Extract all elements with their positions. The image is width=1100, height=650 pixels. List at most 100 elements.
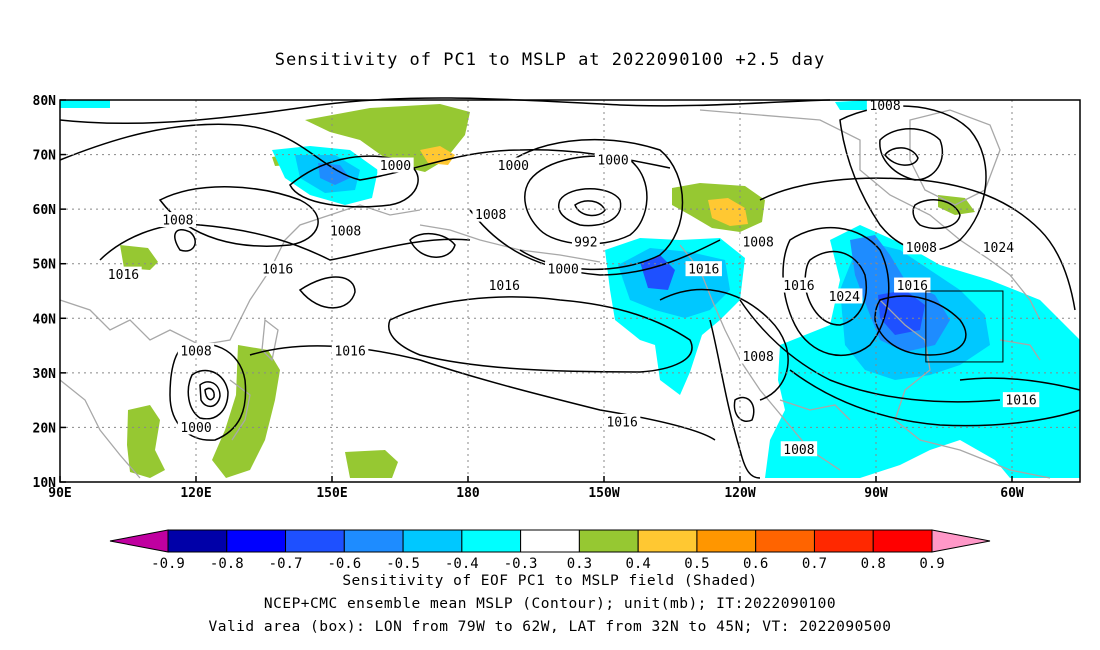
colorbar-swatch [813,529,874,553]
colorbar-swatch [520,529,580,553]
lon-label: 120W [724,486,755,501]
contour-label: 1000 [597,154,628,169]
contour-label-bg [177,419,215,435]
lat-label: 70N [33,149,57,164]
contour-label-bg [159,212,197,228]
colorbar-label: -0.9 [151,556,185,572]
colorbar-swatch [637,529,698,553]
lon-label: 150W [588,486,619,501]
colorbar-swatch [578,529,639,553]
caption-contour: NCEP+CMC ensemble mean MSLP (Contour); u… [263,596,837,612]
contour-label: 1016 [334,345,365,360]
contour-label: 1016 [262,263,293,278]
lat-label: 20N [33,421,57,436]
contour-label: 1016 [108,268,139,283]
colorbar-swatch [461,529,522,553]
caption-shading: Sensitivity of EOF PC1 to MSLP field (Sh… [342,573,758,589]
contour-label-bg [685,261,722,277]
contour-label: 1000 [498,159,529,174]
contour-label: 1016 [489,279,520,294]
contour-label-bg [780,441,818,457]
shade-negative-kamchatka-core [318,163,350,185]
lat-label: 60N [33,203,57,218]
contour-label: 1008 [783,443,814,458]
contour-label-bg [486,277,523,293]
contour-label-bg [545,261,582,277]
contour-labels: 1008 1000 1000 1000 1008 1008 1008 992 1008 1008 1… [105,97,1040,458]
contour-label: 1008 [869,99,900,114]
colorbar-low-extend [109,529,169,553]
contour-label-bg [866,97,904,113]
contour-label-bg [495,157,532,173]
contour-label-bg [903,239,940,255]
contour-label-bg [177,343,215,359]
lat-label: 30N [33,367,57,382]
caption-valid-area: Valid area (box): LON from 79W to 62W, L… [208,619,892,635]
contour-label: 1000 [548,263,579,278]
colorbar-swatch [402,529,463,553]
map-title: Sensitivity of PC1 to MSLP at 2022090100… [274,50,826,70]
lon-label: 180 [456,486,480,501]
colorbar-label: 0.5 [684,556,709,572]
contour-label: 1008 [162,214,193,229]
colorbar-swatch [755,529,815,553]
contour-label-bg [571,233,600,249]
contour-label-bg [472,206,509,222]
shade-positive-alaska-core [708,198,748,226]
contour-label: 1016 [783,279,814,294]
colorbar-swatch [226,529,287,553]
shade-negative-arctic-west [60,100,110,108]
shade-positive-asia-west [120,245,158,270]
colorbar: -0.9 -0.8 -0.7 -0.6 -0.5 -0.4 -0.3 0.3 0.4 0.5 0.6… [109,529,991,572]
shade-positive-borneo [127,405,165,478]
lat-label: 50N [33,258,57,273]
shade-negative-arctic-east [835,100,872,110]
colorbar-label: -0.4 [445,556,479,572]
colorbar-label: 0.7 [802,556,827,572]
contour-label: 1016 [688,263,719,278]
colorbar-high-extend [931,529,991,553]
lat-label: 80N [33,94,57,109]
lon-label: 90W [864,486,888,501]
contour-label-bg [259,261,296,277]
contour-label-bg [594,152,632,168]
colorbar-label: 0.4 [626,556,651,572]
contour-label: 1008 [906,241,937,256]
contour-label: 1008 [330,224,361,239]
contour-label-bg [105,266,142,282]
lon-label: 150E [316,486,347,501]
lon-label: 120E [180,486,211,501]
colorbar-label: 0.6 [743,556,768,572]
contour-label: 1024 [983,241,1014,256]
contour-label: 1008 [475,208,506,223]
shade-negative-atlantic-dark [878,290,925,335]
contour-label-bg [980,239,1017,255]
contour-label-bg [603,413,641,429]
contour-label-bg [331,343,369,359]
colorbar-label: -0.3 [504,556,538,572]
contour-label: 1016 [897,279,928,294]
shade-positive-pacific-south [345,450,398,478]
colorbar-swatch [696,529,757,553]
contour-label-bg [377,157,414,173]
contour-label: 1016 [606,415,637,430]
colorbar-swatch [167,529,228,553]
contour-label-bg [894,277,931,293]
contour-label-bg [780,277,818,293]
contour-label-bg [826,288,863,304]
colorbar-label: 0.3 [567,556,592,572]
contour-label-bg [327,222,364,238]
contour-label: 1016 [1005,394,1036,409]
lat-label: 40N [33,312,57,327]
colorbar-swatch [872,529,933,553]
contour-label: 992 [574,235,597,250]
colorbar-label: 0.9 [919,556,944,572]
colorbar-label: -0.7 [269,556,303,572]
valid-area-box [925,290,1004,363]
shading-layer [60,100,1080,478]
colorbar-label: -0.6 [327,556,361,572]
lat-label: 10N [33,476,57,491]
colorbar-label: -0.8 [210,556,244,572]
